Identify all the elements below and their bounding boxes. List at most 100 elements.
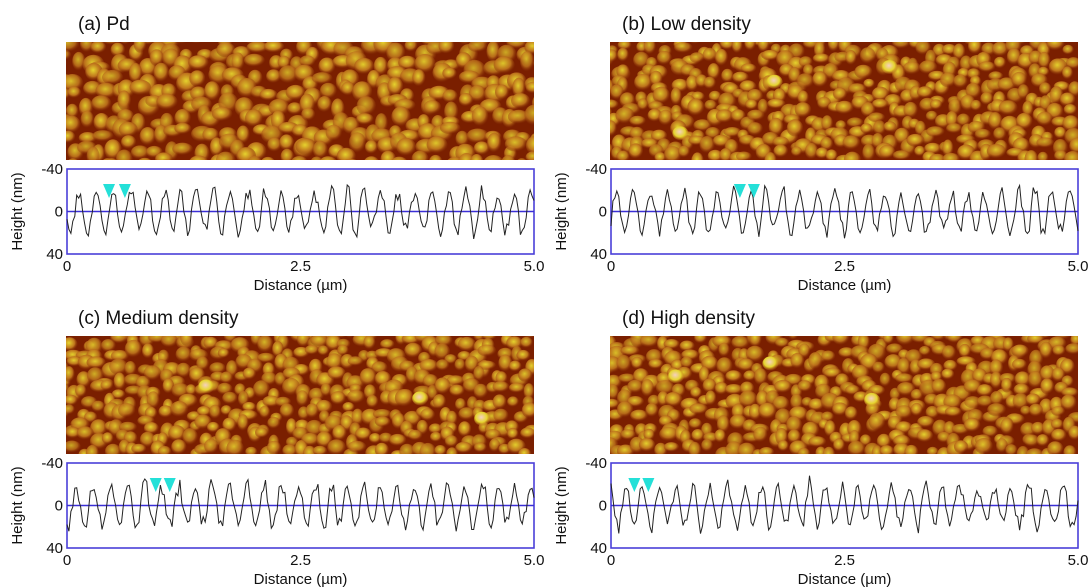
afm-grain xyxy=(833,438,845,452)
afm-grain xyxy=(976,395,994,408)
afm-grain xyxy=(180,336,194,346)
afm-grain xyxy=(743,370,757,381)
afm-grain xyxy=(689,52,705,63)
afm-grains xyxy=(66,336,534,454)
afm-grain xyxy=(332,424,347,441)
afm-bright-grain xyxy=(762,356,779,371)
afm-grain xyxy=(487,132,502,153)
afm-grain xyxy=(473,141,490,155)
afm-grain xyxy=(236,125,250,144)
afm-grain xyxy=(525,151,534,160)
afm-grain xyxy=(222,391,238,405)
afm-grain xyxy=(616,354,632,372)
afm-grain xyxy=(942,139,954,158)
afm-grain xyxy=(419,359,439,373)
afm-grain xyxy=(980,92,994,105)
afm-grain xyxy=(111,389,126,400)
afm-grain xyxy=(458,407,476,421)
afm-grain xyxy=(862,143,876,160)
afm-grain xyxy=(721,68,734,83)
afm-grain xyxy=(493,56,515,74)
afm-grain xyxy=(268,98,290,116)
afm-grain xyxy=(797,447,811,454)
afm-grain xyxy=(854,64,873,79)
afm-grain xyxy=(988,112,1003,130)
afm-grain xyxy=(974,438,993,454)
afm-grain xyxy=(185,384,197,396)
afm-grain xyxy=(1062,66,1073,80)
afm-grain xyxy=(523,336,534,339)
afm-grain xyxy=(777,440,789,452)
afm-grain xyxy=(341,81,356,96)
afm-grain xyxy=(66,115,81,134)
afm-grain xyxy=(226,439,244,454)
afm-grain xyxy=(628,143,644,159)
afm-grain xyxy=(968,42,982,54)
height-profile-line xyxy=(610,183,1079,239)
afm-grain xyxy=(517,158,527,160)
afm-grain xyxy=(705,390,717,406)
afm-grain xyxy=(215,151,236,160)
afm-grain xyxy=(188,55,209,70)
afm-grain xyxy=(754,368,768,386)
afm-grain xyxy=(708,90,722,102)
afm-grain xyxy=(118,403,136,418)
afm-grain xyxy=(664,392,683,407)
afm-grain xyxy=(1031,421,1045,435)
afm-grain xyxy=(104,443,122,454)
afm-grain xyxy=(886,343,904,355)
afm-grain xyxy=(206,421,220,433)
afm-grain xyxy=(244,336,251,337)
afm-grain xyxy=(354,57,375,75)
afm-grain xyxy=(253,380,270,398)
afm-grain xyxy=(643,428,655,441)
afm-grain xyxy=(944,406,962,417)
afm-grain xyxy=(645,403,659,417)
height-profile-chart: Height (nm) Distance (µm) -40 0 40 0 2.5… xyxy=(553,161,1088,294)
afm-grain xyxy=(964,396,982,409)
afm-grain xyxy=(915,42,931,55)
afm-grain xyxy=(1046,42,1065,51)
afm-grain xyxy=(952,43,966,61)
afm-grain xyxy=(520,427,534,439)
afm-grain xyxy=(347,389,365,404)
panel-d: (d) High density Height (nm) Distance (µ… xyxy=(544,294,1088,588)
afm-grain xyxy=(919,60,938,75)
afm-grain xyxy=(774,379,792,393)
afm-grain xyxy=(524,104,534,126)
afm-grain xyxy=(946,123,963,134)
x-tick-label: 5.0 xyxy=(1068,552,1089,569)
afm-grain xyxy=(356,96,376,116)
afm-grain xyxy=(747,122,763,136)
x-axis-title: Distance (µm) xyxy=(798,571,892,588)
afm-grain xyxy=(356,113,374,125)
x-axis-title: Distance (µm) xyxy=(798,277,892,294)
afm-grain xyxy=(638,438,656,452)
afm-grain xyxy=(101,432,114,445)
afm-grain xyxy=(904,444,919,454)
afm-grain xyxy=(786,416,803,434)
afm-grain xyxy=(821,350,836,362)
afm-grain xyxy=(242,401,257,412)
afm-grain xyxy=(939,72,957,88)
afm-grain xyxy=(438,42,455,54)
afm-grain xyxy=(648,358,664,369)
afm-grain xyxy=(518,368,533,382)
afm-grain xyxy=(689,403,708,415)
afm-grain xyxy=(939,42,946,43)
afm-bright-grain xyxy=(474,411,491,426)
afm-grain xyxy=(1051,428,1067,442)
afm-grain xyxy=(336,147,356,160)
afm-grain xyxy=(787,429,801,444)
afm-grain xyxy=(663,339,680,350)
afm-grain xyxy=(484,155,504,160)
afm-bright-grain xyxy=(881,60,898,74)
afm-grain xyxy=(1063,445,1077,454)
afm-grain xyxy=(714,381,729,395)
afm-grain xyxy=(518,448,532,454)
afm-grain xyxy=(423,100,442,115)
panel-a: (a) Pd Height (nm) Distance (µm) -40 0 4… xyxy=(0,0,544,294)
afm-grain xyxy=(66,404,75,415)
afm-grain xyxy=(203,336,219,349)
afm-grain xyxy=(162,159,171,160)
